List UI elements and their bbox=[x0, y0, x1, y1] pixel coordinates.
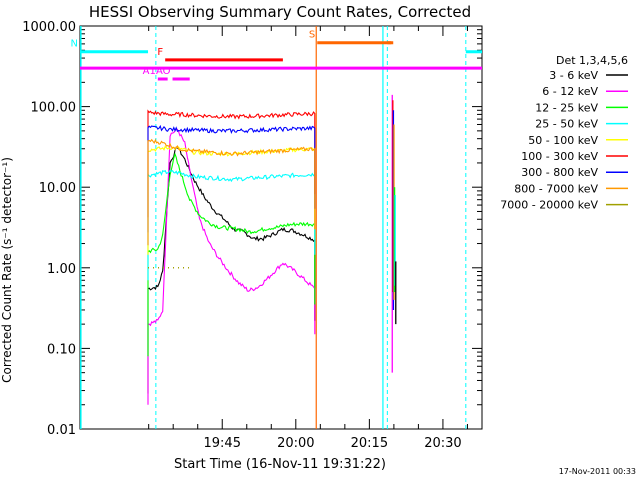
chart-title: HESSI Observing Summary Count Rates, Cor… bbox=[89, 3, 471, 21]
y-axis-label: Corrected Count Rate (s⁻¹ detector⁻¹) bbox=[0, 157, 14, 383]
series-line-2 bbox=[147, 152, 316, 357]
legend-label-7: 800 - 7000 keV bbox=[514, 182, 598, 195]
x-tick-label: 20:30 bbox=[424, 436, 461, 451]
legend-label-1: 6 - 12 keV bbox=[542, 85, 598, 98]
timestamp: 17-Nov-2011 00:33 bbox=[559, 467, 636, 476]
legend-label-5: 100 - 300 keV bbox=[521, 150, 598, 163]
y-tick-label: 100.00 bbox=[31, 101, 77, 116]
flag-label-ao: AO bbox=[156, 66, 171, 77]
legend-label-6: 300 - 800 keV bbox=[521, 166, 598, 179]
flag-label-n: N bbox=[71, 39, 78, 50]
y-tick-label: 10.00 bbox=[39, 181, 76, 196]
series-line-3 bbox=[147, 169, 316, 281]
legend-title: Det 1,3,4,5,6 bbox=[556, 54, 628, 67]
x-tick-label: 19:45 bbox=[204, 436, 241, 451]
flag-label-f: F bbox=[157, 47, 163, 58]
y-tick-label: 1.00 bbox=[47, 262, 76, 277]
legend-label-8: 7000 - 20000 keV bbox=[500, 199, 598, 212]
legend-label-0: 3 - 6 keV bbox=[549, 69, 598, 82]
y-tick-label: 1000.00 bbox=[22, 20, 76, 35]
flag-label-s: S bbox=[309, 30, 315, 41]
plot-frame bbox=[79, 25, 483, 430]
y-tick-label: 0.01 bbox=[47, 423, 76, 438]
y-tick-label: 0.10 bbox=[47, 342, 76, 357]
series-line-6 bbox=[147, 124, 316, 233]
series-line-7 bbox=[147, 138, 316, 246]
x-tick-label: 20:15 bbox=[351, 436, 388, 451]
x-axis-label: Start Time (16-Nov-11 19:31:22) bbox=[174, 457, 386, 472]
legend-label-3: 25 - 50 keV bbox=[535, 118, 598, 131]
series-line-5 bbox=[147, 109, 316, 218]
flag-label-a1: A1 bbox=[143, 66, 156, 77]
x-tick-label: 20:00 bbox=[277, 436, 314, 451]
legend-label-4: 50 - 100 keV bbox=[528, 134, 598, 147]
legend-label-2: 12 - 25 keV bbox=[535, 101, 598, 114]
